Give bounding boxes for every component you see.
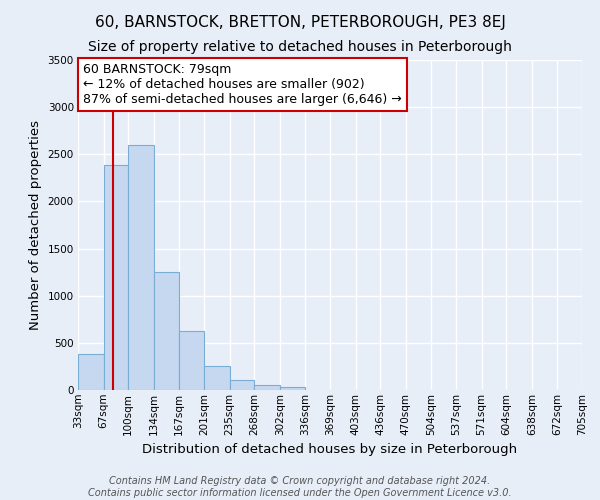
Bar: [104, 164, 128, 390]
Text: 60 BARNSTOCK: 79sqm
← 12% of detached houses are smaller (902)
87% of semi-detac: 60 BARNSTOCK: 79sqm ← 12% of detached ho…: [83, 64, 402, 106]
Text: 60, BARNSTOCK, BRETTON, PETERBOROUGH, PE3 8EJ: 60, BARNSTOCK, BRETTON, PETERBOROUGH, PE…: [95, 15, 505, 30]
X-axis label: Distribution of detached houses by size in Peterborough: Distribution of detached houses by size …: [142, 443, 518, 456]
Bar: [204, 366, 229, 390]
Y-axis label: Number of detached properties: Number of detached properties: [29, 120, 42, 330]
Bar: [280, 387, 305, 390]
Bar: [154, 272, 179, 390]
Bar: [229, 380, 254, 390]
Bar: [179, 330, 204, 390]
Text: Contains HM Land Registry data © Crown copyright and database right 2024.
Contai: Contains HM Land Registry data © Crown c…: [88, 476, 512, 498]
Text: Size of property relative to detached houses in Peterborough: Size of property relative to detached ho…: [88, 40, 512, 54]
Bar: [78, 354, 104, 390]
Bar: [254, 386, 280, 390]
Bar: [128, 145, 154, 390]
